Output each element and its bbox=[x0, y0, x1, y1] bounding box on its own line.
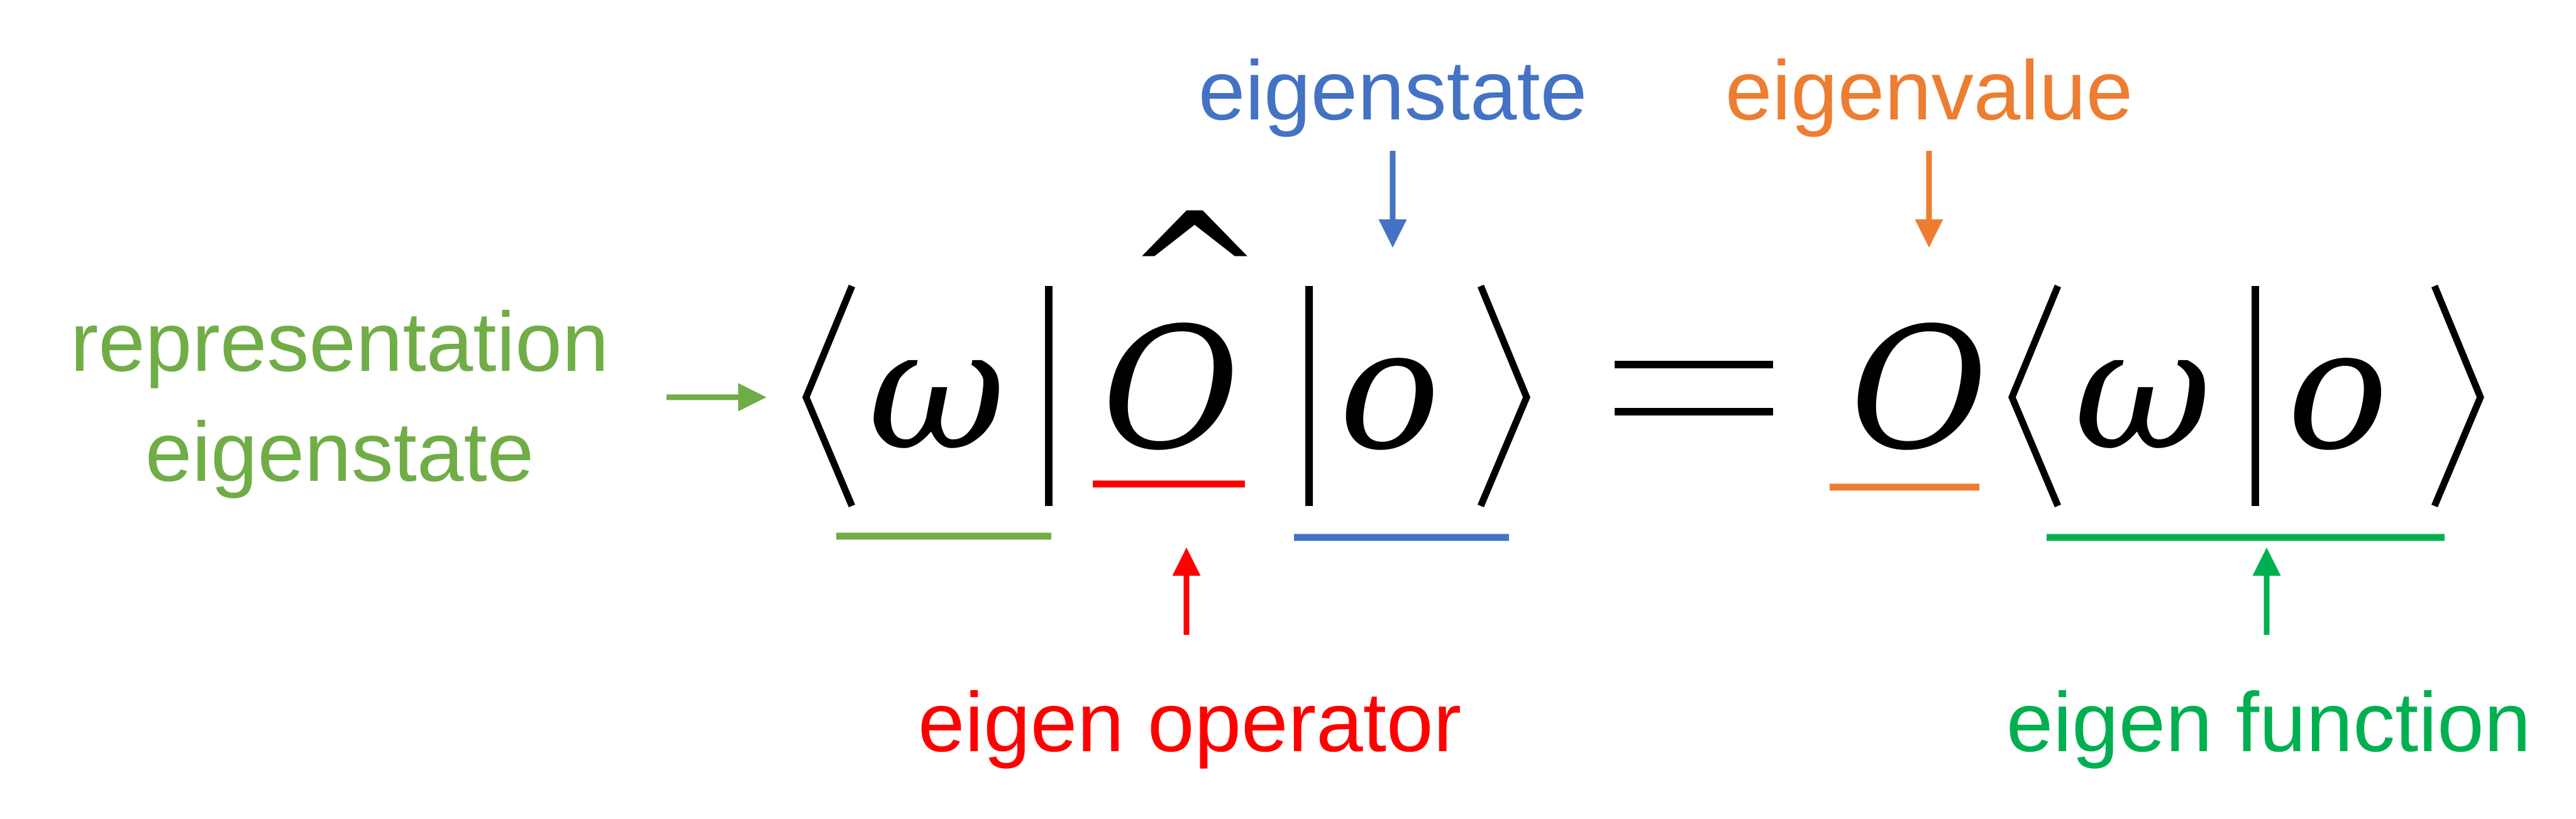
representation-label-line2: eigenstate bbox=[145, 405, 534, 499]
omega-symbol-2: ω bbox=[2074, 292, 2212, 488]
eigenstate-label: eigenstate bbox=[1198, 44, 1587, 138]
eigen-operator-label: eigen operator bbox=[918, 676, 1461, 769]
omega-symbol: ω bbox=[868, 292, 1006, 488]
eigen-function-label: eigen function bbox=[2006, 676, 2531, 769]
right-side-left-angle-bracket bbox=[2008, 284, 2062, 508]
eigenvalue-symbol: O bbox=[1850, 292, 1988, 488]
right-side-right-angle-bracket bbox=[2431, 284, 2484, 508]
ket-symbol-2: o bbox=[2287, 292, 2388, 488]
ket-symbol: o bbox=[1339, 292, 1440, 488]
right-angle-bracket bbox=[1477, 284, 1530, 508]
left-angle-bracket bbox=[802, 284, 856, 508]
operator-hat: ^ bbox=[1124, 177, 1266, 373]
operator-symbol: O bbox=[1102, 292, 1240, 488]
representation-label-line1: representation bbox=[70, 295, 609, 389]
eigenvalue-label: eigenvalue bbox=[1725, 44, 2133, 138]
